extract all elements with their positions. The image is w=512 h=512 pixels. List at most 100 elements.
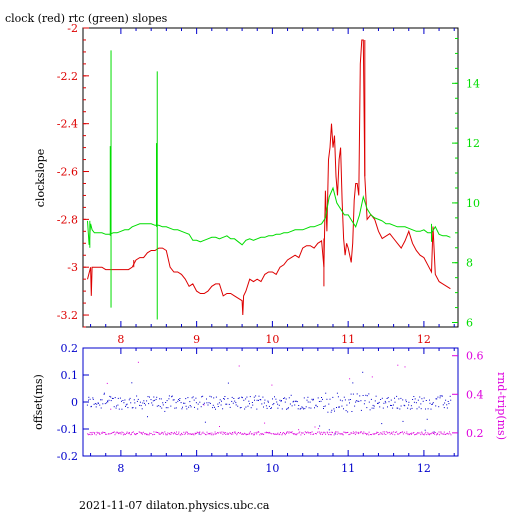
offset-point <box>175 402 177 404</box>
rnd-trip-point <box>181 432 182 434</box>
offset-point <box>384 400 386 402</box>
rnd-trip-point <box>397 433 398 435</box>
rnd-trip-point <box>233 431 235 433</box>
offset-point <box>99 404 101 406</box>
offset-point <box>165 407 167 409</box>
rnd-trip-point <box>185 431 187 433</box>
rnd-trip-point <box>180 434 182 436</box>
offset-point <box>360 409 362 411</box>
offset-point <box>284 397 286 399</box>
offset-point <box>190 406 192 408</box>
offset-point <box>379 406 381 408</box>
rnd-trip-point <box>255 432 257 434</box>
rnd-trip-point <box>317 428 319 430</box>
rnd-trip-point <box>394 434 396 436</box>
offset-point <box>155 398 157 400</box>
offset-point <box>315 404 317 406</box>
offset-point <box>396 395 398 397</box>
offset-point <box>339 399 341 401</box>
rnd-trip-point <box>286 431 288 433</box>
offset-point <box>142 402 144 404</box>
offset-point <box>212 404 214 406</box>
rnd-trip-point <box>117 432 119 434</box>
offset-point <box>341 400 343 402</box>
rnd-trip-point <box>116 431 118 433</box>
offset-point <box>226 403 228 405</box>
rnd-trip-point <box>284 434 286 436</box>
rnd-trip-point <box>159 433 161 435</box>
offset-point <box>420 408 422 410</box>
offset-point <box>317 397 319 399</box>
offset-point <box>101 399 103 401</box>
rnd-trip-point <box>396 431 398 433</box>
offset-point <box>175 407 177 409</box>
rnd-trip-point <box>91 433 93 435</box>
rnd-trip-point <box>425 431 427 433</box>
rnd-trip-point <box>113 431 115 433</box>
offset-point <box>398 398 400 400</box>
offset-point <box>199 401 201 403</box>
rnd-trip-point <box>418 432 420 434</box>
offset-point <box>223 398 225 399</box>
rnd-trip-point <box>296 433 298 435</box>
offset-point <box>206 402 208 404</box>
offset-point <box>243 399 245 401</box>
offset-point <box>117 397 119 399</box>
rnd-trip-point <box>402 433 404 435</box>
rnd-trip-point <box>249 431 251 433</box>
rnd-trip-point <box>195 433 196 435</box>
offset-point <box>334 433 336 435</box>
offset-point <box>265 405 267 407</box>
rnd-trip-point <box>100 432 102 434</box>
offset-point <box>351 411 353 412</box>
rnd-trip-point <box>242 433 244 435</box>
rnd-trip-point <box>137 361 139 363</box>
offset-point <box>343 396 345 398</box>
y-tick-label: -0.1 <box>57 423 78 436</box>
y2-tick-label: 6 <box>466 317 473 330</box>
rnd-trip-point <box>434 433 435 435</box>
y2-tick-label: 14 <box>466 77 480 90</box>
rnd-trip-point <box>440 432 442 434</box>
offset-point <box>113 406 115 408</box>
y-tick-label: 0.1 <box>61 369 79 382</box>
rnd-trip-point <box>417 432 419 434</box>
offset-point <box>283 398 285 399</box>
rnd-trip-point <box>372 433 374 435</box>
offset-point <box>432 402 434 404</box>
rnd-trip-point <box>135 434 137 436</box>
offset-point <box>220 404 222 406</box>
offset-point <box>421 398 423 400</box>
rnd-trip-point <box>450 434 452 436</box>
offset-point <box>240 407 242 408</box>
y-tick-label: -3 <box>67 261 78 274</box>
rnd-trip-point <box>268 432 270 434</box>
rnd-trip-point <box>118 433 120 435</box>
rnd-trip-point <box>223 431 225 433</box>
rnd-trip-point <box>320 433 322 435</box>
offset-point <box>436 398 438 400</box>
rnd-trip-point <box>371 376 373 378</box>
offset-point <box>115 407 117 409</box>
offset-point <box>121 408 123 410</box>
rnd-trip-point <box>373 433 375 435</box>
offset-point <box>182 406 183 408</box>
y2-tick-label: 0.6 <box>466 350 484 363</box>
rnd-trip-point <box>158 433 160 435</box>
offset-point <box>132 407 134 409</box>
offset-point <box>349 399 351 400</box>
offset-point <box>185 405 187 407</box>
offset-point <box>343 408 344 410</box>
rnd-trip-point <box>153 431 155 433</box>
offset-point <box>442 404 444 406</box>
offset-point <box>254 399 255 401</box>
offset-point <box>303 408 304 410</box>
offset-point <box>438 406 440 408</box>
rnd-trip-point <box>280 432 281 433</box>
offset-point <box>310 407 312 409</box>
rnd-trip-point <box>416 433 418 435</box>
offset-point <box>294 404 296 406</box>
y2-tick-label: 0.2 <box>466 427 484 440</box>
rnd-trip-point <box>147 434 149 436</box>
offset-point <box>247 405 249 407</box>
